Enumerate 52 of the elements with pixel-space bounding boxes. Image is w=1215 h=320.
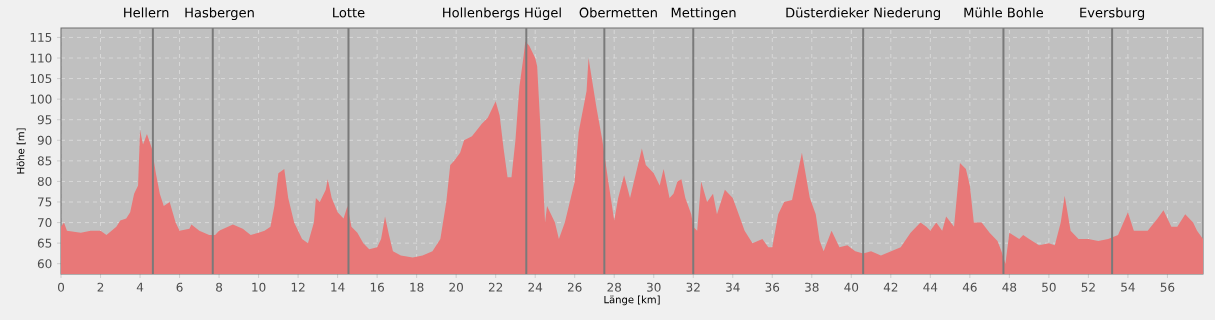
y-tick-label: 90: [37, 135, 52, 145]
y-tick-label: 85: [37, 156, 52, 166]
x-tick-label: 2: [97, 282, 104, 292]
x-tick-label: 42: [883, 282, 898, 292]
x-tick-label: 20: [449, 282, 463, 292]
x-tick-label: 12: [291, 282, 305, 292]
y-tick-label: 95: [37, 115, 52, 125]
ref-line-label: Düsterdieker Niederung: [786, 7, 940, 21]
y-tick-label: 80: [37, 176, 52, 186]
x-tick-label: 24: [528, 282, 543, 292]
x-tick-label: 44: [923, 282, 938, 292]
y-tick-label: 65: [37, 238, 52, 248]
ref-line-label: Hasbergen: [185, 7, 254, 21]
x-tick-label: 54: [1121, 282, 1135, 292]
x-tick-label: 40: [844, 282, 859, 292]
x-tick-label: 50: [1042, 282, 1056, 292]
x-tick-label: 4: [136, 282, 144, 292]
x-tick-label: 34: [726, 282, 740, 292]
ref-line-label: Mettingen: [671, 7, 736, 21]
x-tick-label: 6: [176, 282, 183, 292]
ref-line-label: Hellern: [124, 7, 169, 18]
y-tick-label: 105: [30, 74, 52, 84]
x-tick-label: 18: [410, 282, 424, 292]
x-axis-title: Länge [km]: [604, 295, 660, 306]
x-tick-label: 46: [962, 282, 977, 292]
x-tick-label: 32: [686, 282, 700, 292]
x-tick-label: 28: [607, 282, 622, 292]
ref-line-label: Obermetten: [579, 7, 657, 18]
x-tick-label: 14: [331, 282, 345, 292]
x-tick-label: 0: [57, 282, 65, 292]
y-axis-title: Höhe [m]: [16, 128, 26, 174]
y-tick-label: 75: [38, 197, 52, 207]
x-tick-label: 30: [647, 282, 661, 292]
x-tick-label: 22: [488, 282, 503, 292]
x-tick-label: 8: [216, 282, 223, 292]
y-tick-label: 60: [37, 259, 52, 269]
x-tick-label: 36: [765, 282, 780, 292]
x-tick-label: 38: [805, 282, 819, 292]
x-tick-label: 26: [567, 282, 582, 292]
x-tick-label: 10: [252, 282, 266, 292]
ref-line-label: Mühle Bohle: [964, 7, 1044, 18]
y-tick-label: 100: [30, 94, 52, 104]
ref-line-label: Eversburg: [1080, 7, 1145, 21]
y-tick-label: 110: [30, 53, 52, 63]
x-tick-label: 52: [1081, 282, 1095, 292]
ref-line-label: Hollenbergs Hügel: [443, 7, 561, 21]
x-tick-label: 48: [1002, 282, 1017, 292]
ref-line-label: Lotte: [333, 7, 365, 18]
y-tick-label: 70: [38, 218, 52, 228]
y-tick-label: 115: [30, 33, 52, 42]
x-tick-label: 56: [1160, 282, 1175, 292]
x-tick-label: 16: [370, 282, 385, 292]
